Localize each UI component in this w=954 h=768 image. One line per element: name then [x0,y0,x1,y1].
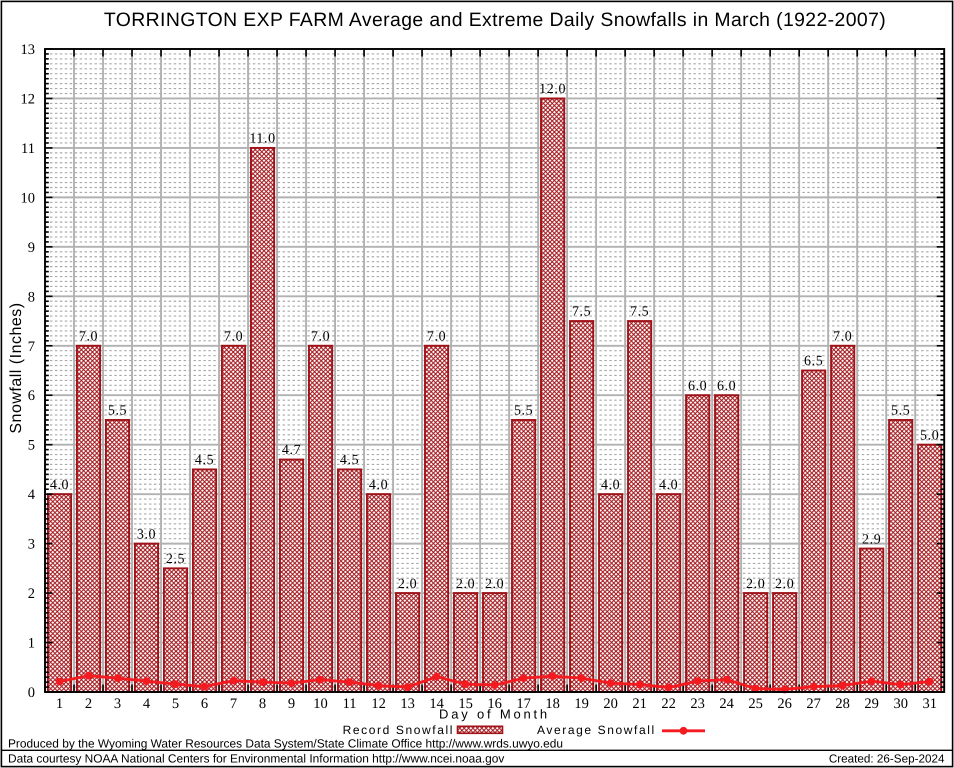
svg-text:23: 23 [690,696,705,712]
svg-text:11: 11 [21,141,35,157]
svg-text:10: 10 [313,696,328,712]
svg-text:30: 30 [893,696,908,712]
svg-text:16: 16 [487,696,502,712]
svg-text:1: 1 [56,696,63,712]
svg-text:3.0: 3.0 [137,527,156,542]
svg-text:9: 9 [28,240,35,256]
svg-text:2: 2 [28,586,35,602]
svg-text:Data courtesy NOAA National Ce: Data courtesy NOAA National Centers for … [8,751,504,765]
svg-text:10: 10 [21,190,36,206]
svg-text:4: 4 [28,487,36,503]
svg-text:Snowfall (Inches): Snowfall (Inches) [8,302,25,433]
svg-text:12.0: 12.0 [539,82,566,97]
svg-text:20: 20 [603,696,618,712]
svg-text:2.0: 2.0 [775,577,794,592]
svg-text:7.0: 7.0 [833,329,852,344]
svg-text:6: 6 [201,696,208,712]
svg-text:18: 18 [545,696,560,712]
svg-text:5.5: 5.5 [891,404,910,419]
svg-text:19: 19 [574,696,589,712]
svg-text:8: 8 [28,289,35,305]
svg-text:7.5: 7.5 [572,305,591,320]
svg-text:3: 3 [28,537,35,553]
svg-text:5.5: 5.5 [514,404,533,419]
svg-text:4.5: 4.5 [195,453,214,468]
svg-text:2.9: 2.9 [862,532,881,547]
svg-text:29: 29 [864,696,879,712]
svg-text:24: 24 [719,696,734,712]
svg-text:4.0: 4.0 [369,478,388,493]
svg-text:21: 21 [632,696,647,712]
svg-text:7: 7 [230,696,237,712]
svg-text:8: 8 [259,696,266,712]
svg-text:17: 17 [516,696,531,712]
svg-text:6.0: 6.0 [717,379,736,394]
svg-text:5: 5 [172,696,179,712]
svg-text:1: 1 [28,636,35,652]
svg-text:5: 5 [28,438,35,454]
svg-text:0: 0 [28,685,35,701]
svg-text:6.5: 6.5 [804,354,823,369]
svg-text:4.0: 4.0 [50,478,69,493]
svg-text:7.0: 7.0 [311,329,330,344]
svg-text:7.0: 7.0 [79,329,98,344]
svg-text:4: 4 [143,696,151,712]
svg-text:7.0: 7.0 [224,329,243,344]
svg-text:27: 27 [806,696,821,712]
svg-text:14: 14 [429,696,444,712]
svg-text:6: 6 [28,388,35,404]
svg-text:13: 13 [21,42,36,58]
svg-text:TORRINGTON EXP FARM Average an: TORRINGTON EXP FARM Average and Extreme … [104,9,886,31]
svg-text:5.5: 5.5 [108,404,127,419]
svg-text:28: 28 [835,696,850,712]
svg-text:9: 9 [288,696,295,712]
svg-text:2.0: 2.0 [398,577,417,592]
svg-text:Created: 26-Sep-2024: Created: 26-Sep-2024 [829,752,945,765]
svg-text:4.7: 4.7 [282,443,301,458]
svg-text:4.5: 4.5 [340,453,359,468]
svg-text:Record Snowfall: Record Snowfall [343,723,454,737]
svg-text:22: 22 [661,696,676,712]
svg-text:26: 26 [777,696,792,712]
svg-text:4.0: 4.0 [601,478,620,493]
svg-text:2.5: 2.5 [166,552,185,567]
svg-text:5.0: 5.0 [920,428,939,443]
svg-text:7.5: 7.5 [630,305,649,320]
svg-text:4.0: 4.0 [659,478,678,493]
svg-text:2.0: 2.0 [485,577,504,592]
svg-text:12: 12 [21,91,36,107]
svg-text:Produced by the Wyoming Water: Produced by the Wyoming Water Resources … [8,737,563,751]
svg-text:2.0: 2.0 [746,577,765,592]
svg-text:Day of Month: Day of Month [439,706,550,721]
svg-text:12: 12 [371,696,386,712]
svg-text:7: 7 [28,339,35,355]
svg-text:11.0: 11.0 [249,132,275,147]
svg-text:7.0: 7.0 [427,329,446,344]
svg-text:Average Snowfall: Average Snowfall [537,723,656,737]
svg-text:25: 25 [748,696,763,712]
svg-text:2.0: 2.0 [456,577,475,592]
svg-text:6.0: 6.0 [688,379,707,394]
svg-text:11: 11 [343,696,357,712]
svg-text:15: 15 [458,696,473,712]
svg-text:2: 2 [85,696,92,712]
svg-text:13: 13 [400,696,415,712]
svg-text:3: 3 [114,696,121,712]
svg-text:31: 31 [922,696,937,712]
